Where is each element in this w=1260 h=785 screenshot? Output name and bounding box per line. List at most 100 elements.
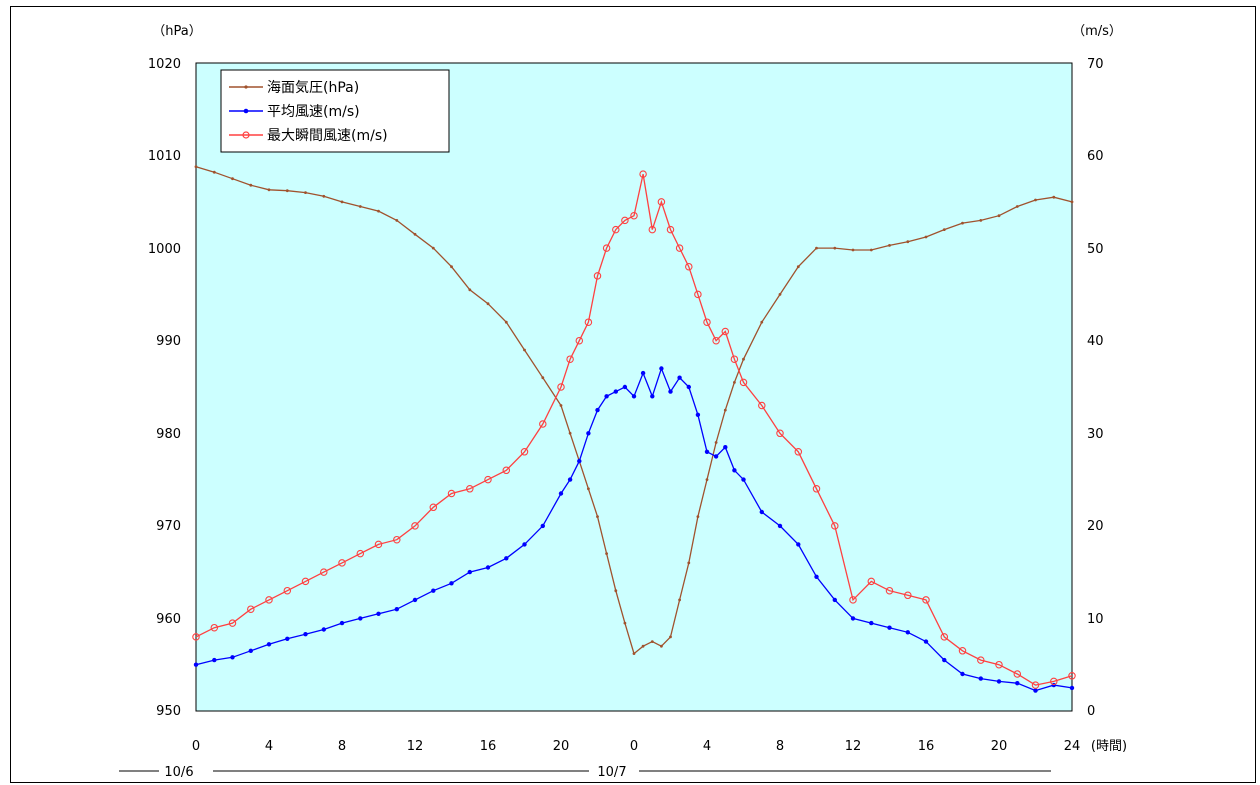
data-point-pressure [1052, 195, 1056, 199]
series-line-gust [195, 173, 1073, 686]
data-point-pressure [961, 221, 964, 225]
data-point-mean-wind [741, 477, 746, 482]
data-point-gust [602, 244, 611, 252]
x-tick: 16 [918, 739, 935, 754]
data-point-pressure [778, 293, 782, 296]
y-right-tick: 60 [1087, 149, 1104, 164]
data-point-mean-wind [230, 655, 235, 660]
legend-marker-pressure [244, 85, 248, 89]
data-point-mean-wind [595, 407, 600, 413]
date-label-10-7: 10/7 [597, 765, 626, 780]
data-point-mean-wind [695, 412, 701, 417]
x-tick: 4 [265, 739, 273, 754]
data-point-mean-wind [449, 581, 454, 586]
data-point-gust [566, 355, 574, 363]
x-tick: 12 [845, 739, 862, 754]
data-point-gust [621, 216, 629, 225]
data-point-pressure [340, 200, 344, 204]
data-point-gust [584, 318, 593, 326]
y-left-tick: 1000 [148, 242, 181, 257]
data-point-gust [648, 225, 657, 234]
x-unit: (時間) [1091, 739, 1127, 754]
data-point-gust [730, 355, 739, 363]
data-point-mean-wind [1033, 688, 1038, 693]
data-point-mean-wind [358, 616, 363, 621]
y-right-tick: 50 [1087, 242, 1104, 257]
data-point-pressure [796, 265, 800, 269]
data-point-pressure [632, 652, 636, 655]
data-point-pressure [1070, 200, 1074, 204]
data-point-gust [694, 290, 702, 299]
data-point-gust [283, 586, 292, 595]
data-point-pressure [723, 408, 727, 412]
data-point-gust [247, 605, 255, 613]
data-point-mean-wind [869, 620, 874, 626]
data-point-mean-wind [522, 542, 527, 547]
data-point-gust [447, 489, 456, 498]
data-point-gust [593, 272, 602, 280]
legend-item-gust: 最大瞬間風速(m/s) [229, 128, 388, 144]
x-tick-labels: 0 4 8 12 16 20 0 4 8 12 16 20 24 [192, 739, 1080, 754]
data-point-mean-wind [321, 627, 326, 632]
data-point-mean-wind [796, 542, 801, 547]
y-left-tick: 960 [156, 612, 181, 627]
data-point-gust [484, 475, 492, 484]
legend-marker-mean-wind [243, 108, 249, 114]
data-point-pressure [733, 381, 736, 384]
data-point-pressure [587, 487, 590, 491]
data-point-gust [338, 559, 346, 567]
legend-marker-gust [242, 131, 250, 139]
y-left-tick: 950 [156, 704, 181, 719]
data-point-gust [940, 633, 949, 641]
data-point-mean-wind [212, 657, 217, 663]
data-point-pressure [285, 189, 289, 193]
data-point-pressure [194, 165, 198, 169]
data-point-gust [612, 225, 620, 234]
data-point-pressure [742, 357, 745, 361]
data-point-mean-wind [923, 639, 929, 644]
data-point-gust [429, 503, 438, 512]
data-point-mean-wind [759, 509, 764, 515]
data-point-gust [557, 383, 565, 391]
data-point-pressure [760, 320, 764, 324]
data-point-mean-wind [942, 657, 947, 663]
data-point-mean-wind [850, 616, 856, 621]
x-tick: 20 [991, 739, 1008, 754]
data-point-pressure [504, 320, 508, 324]
data-point-mean-wind [558, 491, 564, 496]
data-point-gust [411, 522, 419, 530]
data-point-mean-wind [248, 648, 253, 653]
x-tick: 16 [480, 739, 497, 754]
plot-area [195, 62, 1073, 712]
data-point-pressure [358, 205, 362, 208]
data-point-mean-wind [978, 676, 983, 681]
data-point-gust [685, 262, 693, 271]
data-point-pressure [906, 240, 910, 244]
data-point-pressure [450, 265, 453, 269]
data-point-pressure [888, 244, 891, 247]
data-point-pressure [304, 191, 307, 195]
data-point-mean-wind [887, 625, 892, 630]
data-point-gust [958, 647, 967, 655]
data-point-gust [758, 401, 766, 410]
data-point-mean-wind [394, 607, 399, 612]
data-point-pressure [523, 348, 526, 352]
data-point-mean-wind [193, 662, 199, 667]
data-point-pressure [468, 288, 472, 292]
x-tick: 20 [553, 739, 570, 754]
data-point-mean-wind [622, 384, 628, 390]
y-right-tick: 70 [1087, 57, 1104, 72]
data-point-pressure [541, 376, 545, 380]
data-point-mean-wind [640, 370, 646, 376]
data-point-gust [703, 318, 711, 326]
data-point-mean-wind [285, 636, 290, 641]
series-mean-wind [193, 366, 1075, 693]
legend-label-pressure: 海面気圧(hPa) [267, 80, 359, 96]
data-point-gust [320, 568, 328, 576]
y-right-tick: 40 [1087, 334, 1104, 349]
legend: 海面気圧(hPa) 平均風速(m/s) 最大瞬間風速(m/s) [220, 69, 450, 153]
data-point-gust [192, 633, 200, 641]
data-point-gust [995, 660, 1003, 669]
data-point-pressure [650, 640, 654, 643]
data-point-pressure [614, 589, 618, 593]
